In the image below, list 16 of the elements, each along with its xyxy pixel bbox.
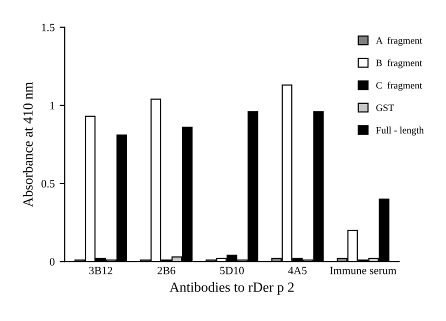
x-tick-label: 3B12 [89, 266, 112, 274]
legend-label: Full - length [376, 126, 424, 136]
legend-label: GST [376, 104, 394, 112]
legend-label: B fragment [376, 59, 422, 68]
y-axis-title: Absorbance at 410 nm [22, 82, 33, 207]
y-tick-label: 0.5 [41, 180, 55, 188]
legend-label: C fragment [376, 82, 422, 91]
legend-label: A fragment [376, 36, 422, 46]
x-tick-label: 4A5 [288, 266, 307, 274]
y-tick-label: 1 [50, 102, 54, 110]
y-tick-label: 0 [50, 258, 55, 266]
x-axis-title: Antibodies to rDer p 2 [170, 282, 294, 295]
y-tick-label: 1.5 [42, 24, 55, 32]
x-tick-label: 5D10 [220, 266, 244, 274]
x-tick-label: 2B6 [158, 266, 176, 274]
x-tick-label: Immune serum [330, 266, 396, 274]
